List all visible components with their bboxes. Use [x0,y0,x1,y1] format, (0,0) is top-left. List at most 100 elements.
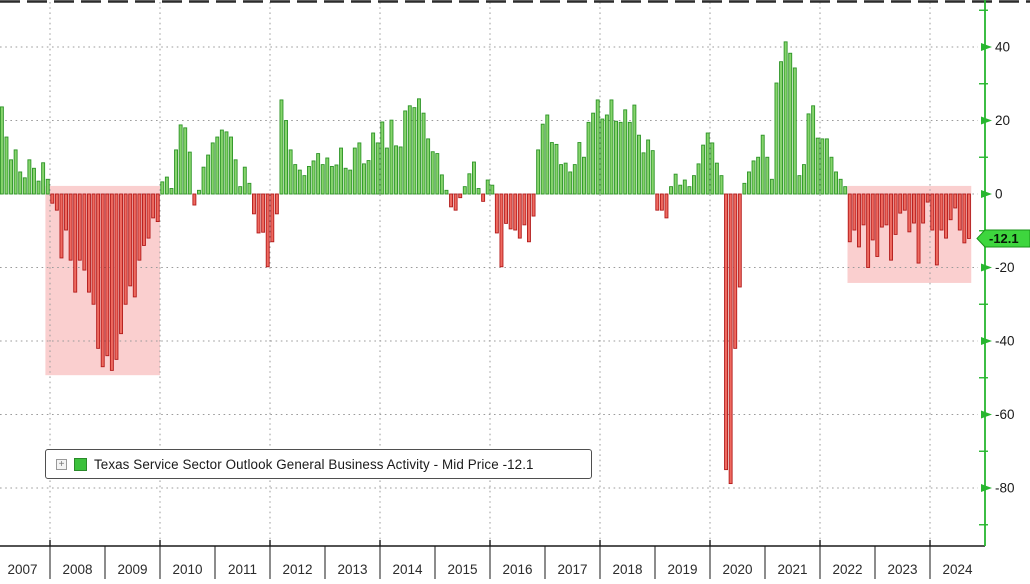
bar [270,193,275,243]
bar [247,182,252,195]
bar [215,136,220,195]
y-axis-tick-label: -80 [995,481,1015,496]
bar [426,138,431,195]
highlight-regions [45,185,972,376]
bar [815,137,820,195]
bar [930,193,935,231]
bar [183,127,188,195]
bar [765,156,770,195]
bar [948,193,953,221]
bar [925,193,930,203]
bar [600,118,605,195]
bar [669,186,673,195]
bar [210,142,215,195]
bar [756,156,761,195]
bar [517,193,522,239]
bar [82,193,87,271]
bar [197,189,201,195]
bar [233,159,238,195]
bar [847,193,852,243]
bar [100,193,105,368]
x-axis-year-label: 2015 [447,562,477,577]
bar [105,193,110,357]
bar [284,120,288,195]
bar [852,193,857,231]
bar [114,193,119,360]
bar [439,174,444,195]
bar [719,175,724,195]
bar [229,136,233,195]
bar [540,123,545,195]
bar [174,149,178,195]
bar [554,143,559,195]
y-axis-tick-label: 0 [995,187,1003,202]
bar [187,151,192,195]
bar [316,153,321,195]
bar [591,112,596,195]
bar [4,136,9,195]
y-tick-arrow-icon [981,263,992,272]
bar [582,156,586,195]
bar [934,193,939,266]
bar [123,193,128,305]
bar [325,157,330,195]
y-tick-arrow-icon [981,43,992,51]
bar [146,193,151,239]
bar [32,167,36,195]
bar [802,164,806,195]
bar [637,134,641,195]
legend[interactable]: + Texas Service Sector Outlook General B… [45,449,592,479]
bar [692,175,696,195]
bar [77,193,82,261]
bar [687,186,692,195]
bar [119,193,123,335]
bar [728,193,733,485]
bar [792,67,797,195]
bar [967,193,971,239]
bar [774,82,779,195]
bar [64,193,68,231]
bar [279,99,284,195]
bar [54,193,59,211]
bar [201,166,206,195]
last-value-tag-label: -12.1 [989,231,1019,246]
bar [302,175,307,195]
bar [311,160,316,195]
bar [618,121,623,195]
bar [467,173,472,195]
bar [261,193,266,233]
bar [164,176,169,195]
bar [219,129,224,195]
legend-expand-icon[interactable]: + [56,458,67,470]
bar [944,193,948,239]
bar [224,131,229,195]
x-axis-year-label: 2007 [7,562,37,577]
x-axis-year-label: 2019 [667,562,697,577]
bar [444,189,449,195]
bar [531,193,536,217]
bar [632,104,637,195]
bar [646,139,651,195]
bar [472,161,476,195]
bar [563,162,568,195]
bar [499,193,504,268]
bar [522,193,527,226]
bar [733,193,738,349]
bar [109,193,114,371]
x-axis-year-label: 2021 [777,562,807,577]
x-axis: 2007 2008 2009 2010 2011 2012 2013 2014 2015 2016… [0,540,985,579]
bar [380,121,385,195]
bar [627,121,632,195]
bar [343,167,348,195]
bar [916,193,921,264]
x-axis-year-label: 2009 [117,562,147,577]
bar [939,193,944,231]
x-axis-year-label: 2016 [502,562,532,577]
bar [238,186,243,195]
bar [742,182,747,195]
bar [875,193,880,257]
y-tick-arrow-icon [981,484,992,492]
bar [155,193,160,223]
bar [889,193,893,261]
bar [242,166,247,195]
